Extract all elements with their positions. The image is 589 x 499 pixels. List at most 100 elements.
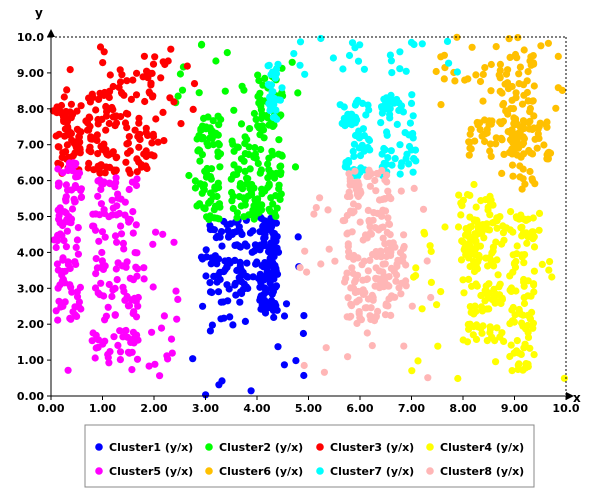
legend-item-3: Cluster3 (y/x) <box>316 441 414 454</box>
data-point <box>157 324 166 332</box>
data-point <box>221 87 229 95</box>
data-point <box>140 264 148 272</box>
legend-marker-icon <box>205 443 213 451</box>
data-point <box>476 126 484 134</box>
data-point <box>530 60 538 68</box>
data-point <box>479 97 487 105</box>
data-point <box>174 92 182 100</box>
data-point <box>353 319 361 327</box>
data-point <box>259 242 267 250</box>
data-point <box>126 274 134 282</box>
data-point <box>497 120 505 128</box>
data-point <box>264 183 272 192</box>
x-tick-label: 9.00 <box>501 402 528 415</box>
data-point <box>87 135 95 143</box>
data-point <box>258 201 266 209</box>
data-point <box>152 228 160 236</box>
data-point <box>115 209 123 218</box>
data-point <box>122 263 130 271</box>
data-point <box>516 173 524 181</box>
data-point <box>218 242 226 250</box>
data-point <box>480 234 488 242</box>
y-tick-label: 6.00 <box>17 175 44 188</box>
data-point <box>455 191 463 199</box>
data-point <box>100 178 108 186</box>
data-point <box>545 148 553 156</box>
data-point <box>531 135 539 143</box>
data-point <box>149 240 157 248</box>
data-point <box>269 200 277 208</box>
data-point <box>483 305 491 313</box>
data-point <box>110 333 118 341</box>
data-point <box>133 69 141 77</box>
y-tick-label: 0.00 <box>17 390 44 403</box>
data-point <box>457 256 466 264</box>
data-point <box>292 357 300 365</box>
data-point <box>408 91 416 99</box>
data-point <box>387 195 395 203</box>
data-point <box>228 188 236 197</box>
data-point <box>357 164 365 172</box>
data-point <box>100 48 108 56</box>
legend-marker-icon <box>316 443 324 451</box>
data-point <box>272 301 280 310</box>
data-point <box>512 138 521 147</box>
data-point <box>364 206 372 214</box>
data-point <box>111 122 119 130</box>
data-point <box>68 136 76 144</box>
data-point <box>114 341 122 349</box>
data-point <box>77 102 85 110</box>
data-point <box>552 104 560 112</box>
data-point <box>112 154 120 162</box>
data-point <box>520 135 529 143</box>
data-point <box>290 50 298 58</box>
data-point <box>85 113 93 121</box>
data-point <box>91 284 100 292</box>
data-point <box>437 288 445 296</box>
data-point <box>371 224 379 232</box>
data-point <box>235 193 243 201</box>
data-point <box>104 303 112 311</box>
data-point <box>496 213 504 221</box>
data-point <box>254 195 262 203</box>
data-point <box>492 43 500 51</box>
data-point <box>270 100 278 108</box>
data-point <box>149 60 158 68</box>
data-point <box>363 304 371 312</box>
data-point <box>235 165 243 173</box>
data-point <box>397 290 405 298</box>
data-point <box>67 315 75 323</box>
data-point <box>508 306 516 314</box>
data-point <box>256 296 264 304</box>
data-point <box>410 273 418 281</box>
data-point <box>113 276 121 284</box>
data-point <box>347 284 355 292</box>
data-point <box>355 127 363 135</box>
data-point <box>358 141 366 149</box>
data-point <box>379 206 387 214</box>
data-point <box>498 240 506 248</box>
data-point <box>343 211 351 220</box>
data-point <box>344 353 352 361</box>
data-point <box>389 293 397 301</box>
data-point <box>497 299 505 308</box>
data-point <box>282 300 291 308</box>
data-point <box>498 329 506 337</box>
data-point <box>100 206 108 214</box>
data-point <box>212 57 220 65</box>
data-point <box>123 77 131 85</box>
data-point <box>481 64 489 72</box>
data-point <box>406 119 414 127</box>
data-point <box>67 283 75 291</box>
data-point <box>85 159 93 167</box>
data-point <box>351 167 359 175</box>
data-point <box>467 308 475 316</box>
data-point <box>325 245 333 253</box>
data-point <box>195 146 203 154</box>
data-point <box>77 193 86 201</box>
data-point <box>471 302 479 310</box>
data-point <box>134 302 142 310</box>
data-point <box>145 69 153 77</box>
data-point <box>351 288 359 297</box>
data-point <box>105 359 113 367</box>
